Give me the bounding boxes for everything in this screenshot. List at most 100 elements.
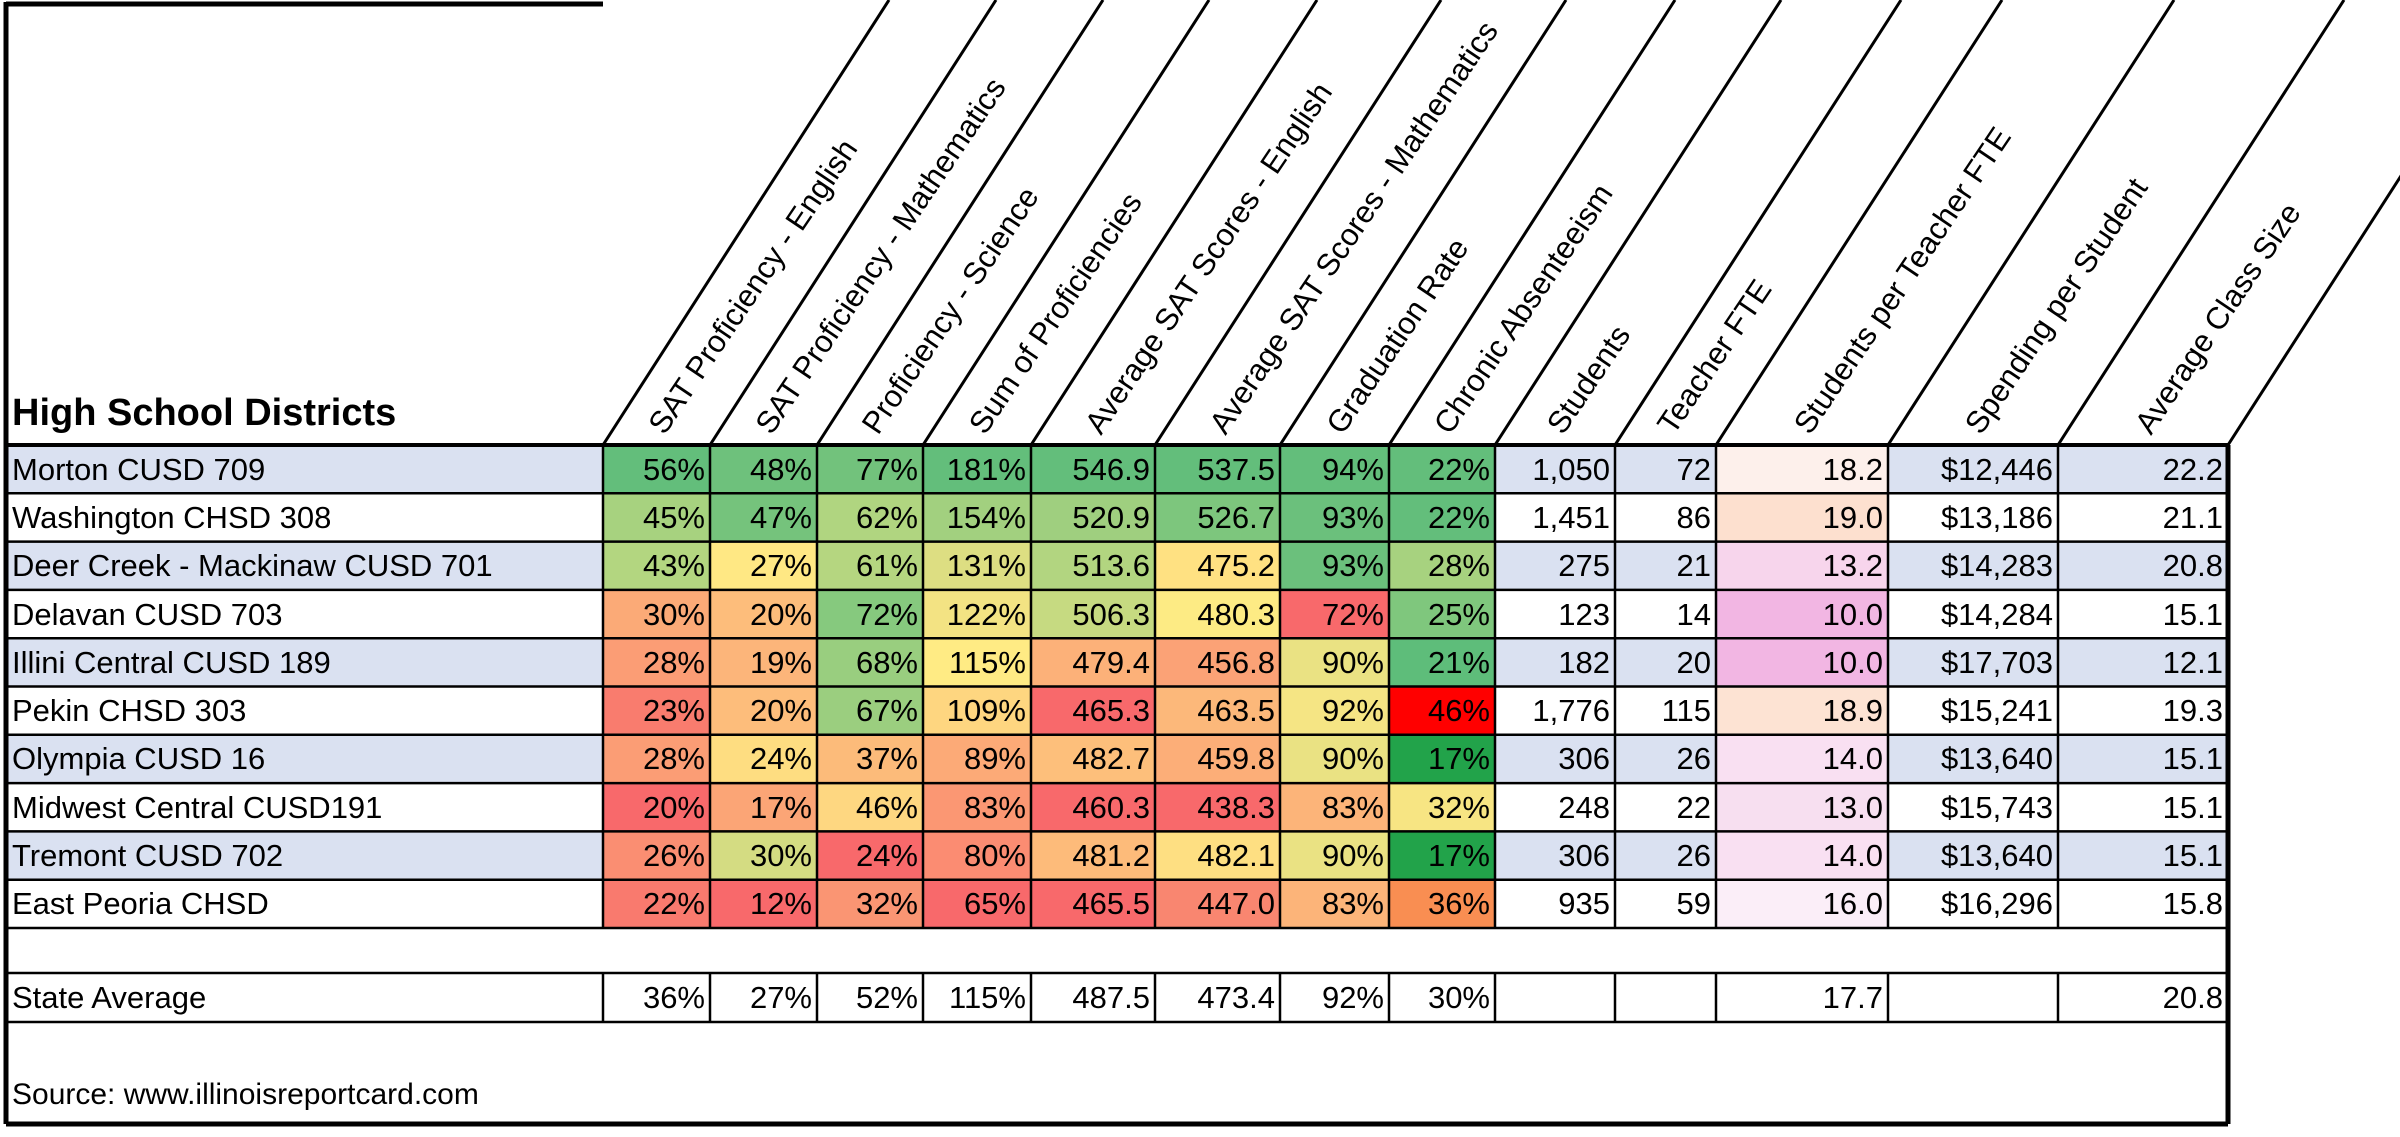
table-cell: 14.0 [1716, 831, 1888, 880]
table-cell: 72 [1615, 445, 1716, 494]
table-cell: 481.2 [1031, 831, 1155, 880]
state-average-cell: 27% [710, 973, 817, 1022]
table-cell: 90% [1280, 734, 1389, 784]
column-header-12: Spending per Student [1958, 171, 2155, 440]
table-cell: 72% [817, 589, 923, 639]
table-cell: 463.5 [1155, 686, 1280, 735]
header-divider [1278, 0, 1568, 445]
table-cell: 480.3 [1155, 589, 1280, 639]
district-name: Deer Creek - Mackinaw CUSD 701 [6, 541, 603, 590]
table-cell: 10.0 [1716, 589, 1888, 639]
header-divider [1387, 0, 1677, 445]
table-cell: 935 [1495, 879, 1615, 928]
table-cell: 90% [1280, 638, 1389, 687]
table-cell: 17% [710, 783, 817, 832]
table-cell: 122% [923, 589, 1031, 639]
table-cell: 93% [1280, 541, 1389, 590]
table-cell: 26 [1615, 831, 1716, 880]
table-cell: 1,451 [1495, 493, 1615, 542]
table-title: High School Districts [12, 392, 397, 434]
header-divider [815, 0, 1105, 445]
table-cell: 19.0 [1716, 493, 1888, 542]
table-cell: 537.5 [1155, 445, 1280, 494]
table-cell: 15.1 [2058, 783, 2228, 832]
table-cell: 15.1 [2058, 734, 2228, 784]
table-cell: 546.9 [1031, 445, 1155, 494]
table-cell: 482.1 [1155, 831, 1280, 880]
table-cell: 94% [1280, 445, 1389, 494]
table-cell: 109% [923, 686, 1031, 735]
table-cell: 23% [603, 686, 710, 735]
table-cell: 465.5 [1031, 879, 1155, 928]
table-cell: 15.1 [2058, 831, 2228, 880]
table-cell: 513.6 [1031, 541, 1155, 590]
table-cell: 61% [817, 541, 923, 590]
table-cell: $13,186 [1888, 493, 2058, 542]
table-cell: $16,296 [1888, 879, 2058, 928]
state-average-cell [1615, 973, 1716, 1022]
district-name: Morton CUSD 709 [6, 445, 603, 494]
column-header-13: Average Class Size [2128, 197, 2308, 440]
header-divider [601, 0, 891, 445]
table-cell: 526.7 [1155, 493, 1280, 542]
table-cell: 20% [603, 783, 710, 832]
table-cell: 20% [710, 589, 817, 639]
state-average-cell: 30% [1389, 973, 1495, 1022]
header-divider [1029, 0, 1319, 445]
table-cell: 24% [817, 831, 923, 880]
table-cell: $14,283 [1888, 541, 2058, 590]
header-divider [1886, 0, 2176, 445]
table-cell: 77% [817, 445, 923, 494]
table-cell: 115% [923, 638, 1031, 687]
table-cell: 47% [710, 493, 817, 542]
table-cell: 520.9 [1031, 493, 1155, 542]
table-cell: $13,640 [1888, 831, 2058, 880]
state-average-cell: 52% [817, 973, 923, 1022]
table-cell: 438.3 [1155, 783, 1280, 832]
table-cell: 32% [817, 879, 923, 928]
table-cell: 30% [710, 831, 817, 880]
table-cell: 20 [1615, 638, 1716, 687]
table-cell: 22 [1615, 783, 1716, 832]
source-note: Source: www.illinoisreportcard.com [12, 1078, 479, 1111]
table-cell: 22% [1389, 445, 1495, 494]
table-cell: 456.8 [1155, 638, 1280, 687]
state-average-cell: 20.8 [2058, 973, 2228, 1022]
header-divider [1493, 0, 1783, 445]
table-cell: 24% [710, 734, 817, 784]
table-cell: 14.0 [1716, 734, 1888, 784]
table-cell: 17% [1389, 831, 1495, 880]
state-average-cell: 36% [603, 973, 710, 1022]
state-average-cell: 17.7 [1716, 973, 1888, 1022]
state-average-cell [1495, 973, 1615, 1022]
table-cell: 123 [1495, 589, 1615, 639]
table-cell: 43% [603, 541, 710, 590]
state-average-cell: 115% [923, 973, 1031, 1022]
table-cell: 67% [817, 686, 923, 735]
table-cell: 248 [1495, 783, 1615, 832]
table-cell: 306 [1495, 734, 1615, 784]
table-cell: 22.2 [2058, 445, 2228, 494]
table-cell: 12.1 [2058, 638, 2228, 687]
table-cell: 465.3 [1031, 686, 1155, 735]
district-name: Delavan CUSD 703 [6, 589, 603, 639]
table-cell: 56% [603, 445, 710, 494]
column-header-10: Teacher FTE [1650, 273, 1778, 440]
table-cell: 26% [603, 831, 710, 880]
table-cell: 10.0 [1716, 638, 1888, 687]
district-name: East Peoria CHSD [6, 879, 603, 928]
table-cell: 460.3 [1031, 783, 1155, 832]
state-average-label: State Average [6, 973, 603, 1022]
column-header-1: SAT Proficiency - English [641, 133, 864, 440]
table-cell: 28% [603, 734, 710, 784]
table-cell: 19% [710, 638, 817, 687]
table-cell: 30% [603, 589, 710, 639]
table-cell: 62% [817, 493, 923, 542]
header-divider [2056, 0, 2346, 445]
table-cell: 83% [1280, 879, 1389, 928]
table-cell: $13,640 [1888, 734, 2058, 784]
table-cell: 306 [1495, 831, 1615, 880]
table-cell: 18.2 [1716, 445, 1888, 494]
